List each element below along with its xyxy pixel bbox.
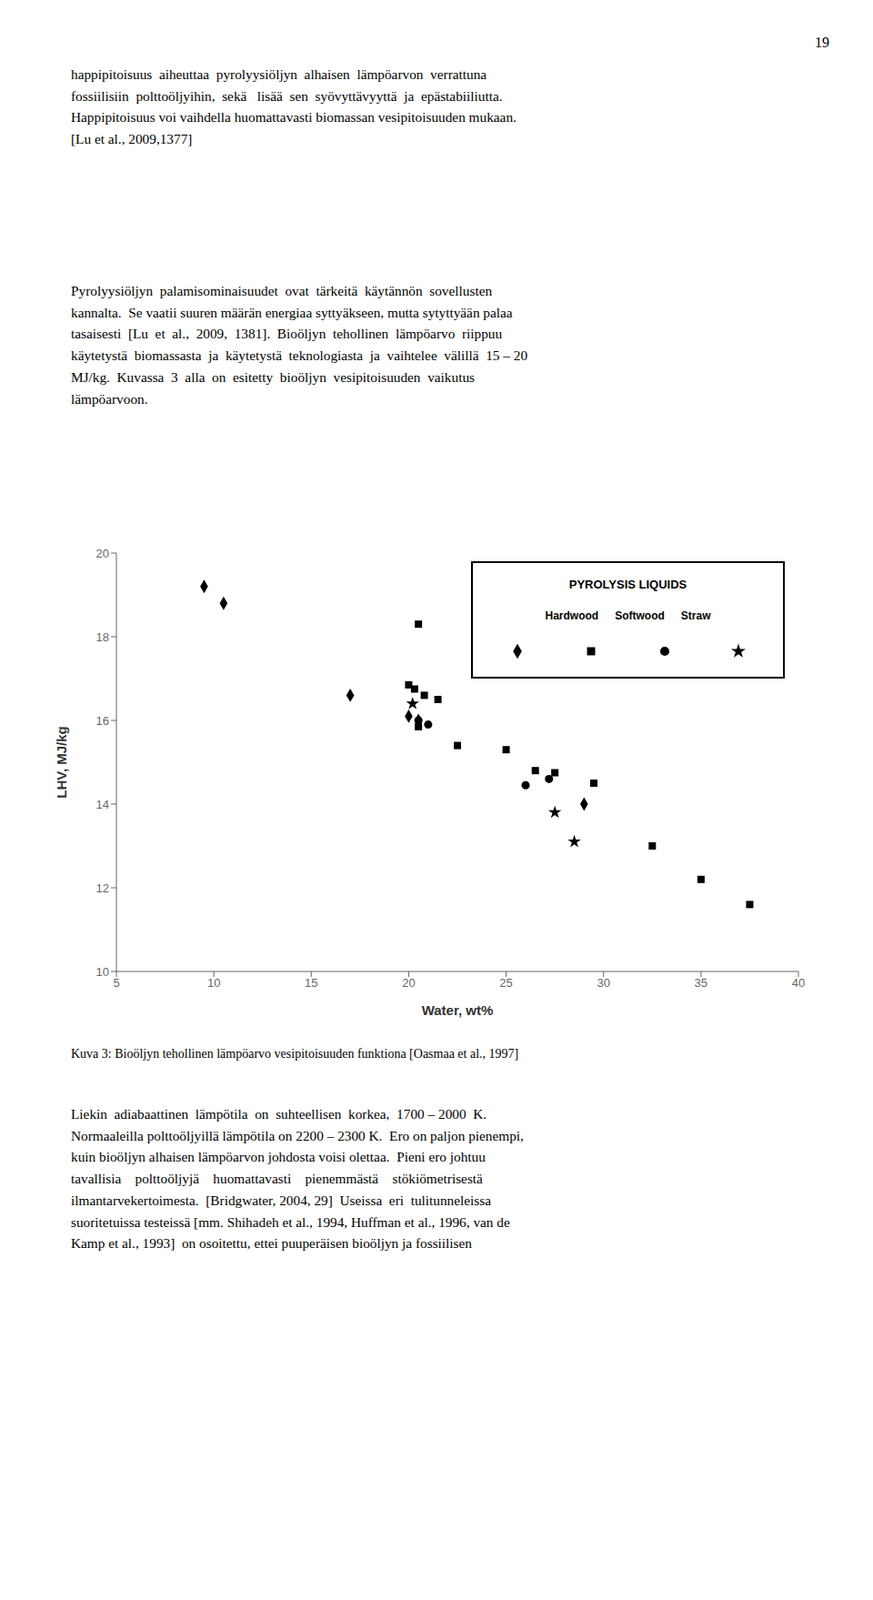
svg-text:12: 12 <box>96 881 110 895</box>
svg-text:10: 10 <box>96 964 110 979</box>
svg-text:25: 25 <box>499 975 512 990</box>
html-text:Pyrolyysiöljyn palamisominaisu: Pyrolyysiöljyn palamisominaisuudet ovat … <box>70 282 528 407</box>
html-text:Straw: Straw <box>680 609 711 623</box>
html-text:PYROLYSIS LIQUIDS: PYROLYSIS LIQUIDS <box>568 577 687 592</box>
svg-text:5: 5 <box>112 975 120 990</box>
html-text:Liekin adiabaattinen lämpötila: Liekin adiabaattinen lämpötila on suhtee… <box>70 1105 524 1251</box>
html-text:Softwood: Softwood <box>614 609 665 623</box>
svg-text:30: 30 <box>596 975 610 990</box>
html-text:happipitoisuus aiheuttaa pyrol: happipitoisuus aiheuttaa pyrolyysiöljyn … <box>70 66 517 147</box>
html-text:Kuva 3: Bioöljyn tehollinen lä: Kuva 3: Bioöljyn tehollinen lämpöarvo ve… <box>70 1046 519 1061</box>
svg-text:18: 18 <box>96 630 110 644</box>
svg-text:14: 14 <box>96 797 110 812</box>
svg-text:35: 35 <box>694 975 708 990</box>
svg-text:20: 20 <box>401 975 415 990</box>
svg-text:20: 20 <box>96 546 110 561</box>
svg-text:40: 40 <box>792 975 805 990</box>
html-text:19: 19 <box>814 34 830 51</box>
svg-text:15: 15 <box>304 975 318 990</box>
svg-text:10: 10 <box>207 975 221 990</box>
html-text:Hardwood: Hardwood <box>545 609 599 623</box>
svg-text:16: 16 <box>96 713 110 728</box>
svg-text:LHV, MJ/kg: LHV, MJ/kg <box>53 725 70 798</box>
svg-text:Water, wt%: Water, wt% <box>421 1002 494 1018</box>
